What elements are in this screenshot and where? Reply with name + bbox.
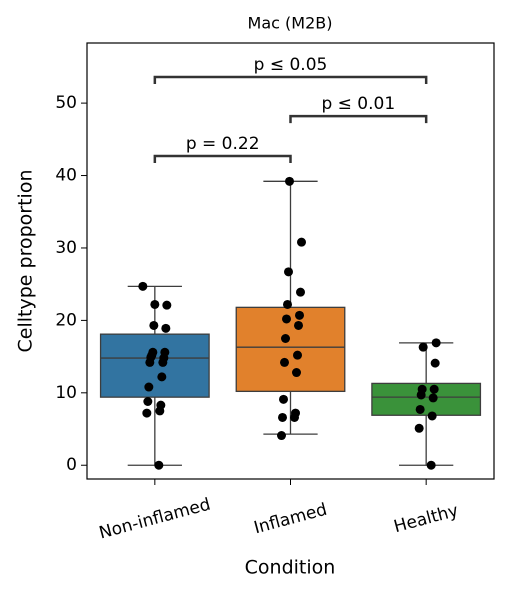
data-point <box>295 310 304 320</box>
y-axis-label: Celltype proportion <box>15 170 37 353</box>
y-tick-label: 0 <box>66 455 77 475</box>
data-point <box>138 281 148 291</box>
data-point <box>284 267 293 277</box>
data-point <box>161 323 171 333</box>
y-tick-label: 30 <box>55 238 77 258</box>
data-point <box>277 431 286 441</box>
data-point <box>143 397 153 407</box>
data-point <box>297 237 306 247</box>
data-point <box>155 406 165 416</box>
data-point <box>415 404 425 414</box>
data-point <box>283 299 292 309</box>
data-point <box>157 372 167 382</box>
data-point <box>428 393 438 403</box>
significance-label: p = 0.22 <box>186 134 260 154</box>
data-point <box>149 320 159 330</box>
y-tick-label: 10 <box>55 383 77 403</box>
data-point <box>427 411 437 421</box>
y-tick-label: 40 <box>55 166 77 186</box>
data-point <box>292 368 301 378</box>
significance-label: p ≤ 0.05 <box>254 55 328 75</box>
data-point <box>282 314 291 324</box>
data-point <box>414 423 424 433</box>
data-point <box>150 299 160 309</box>
data-point <box>429 384 439 394</box>
significance-label: p ≤ 0.01 <box>321 94 395 114</box>
data-point <box>285 176 294 186</box>
data-point <box>294 320 303 330</box>
box <box>99 333 210 398</box>
data-point <box>281 333 290 343</box>
data-point <box>280 357 289 367</box>
significance-bracket <box>153 154 292 163</box>
data-point <box>416 390 426 400</box>
data-point <box>142 408 152 418</box>
data-point <box>431 338 441 348</box>
y-tick-label: 20 <box>55 310 77 330</box>
data-point <box>293 350 302 360</box>
plot-frame <box>86 42 495 480</box>
data-point <box>145 357 155 367</box>
data-point <box>430 358 440 368</box>
data-point <box>290 412 299 422</box>
chart-title: Mac (M2B) <box>248 14 333 33</box>
data-point <box>279 394 288 404</box>
data-point <box>144 382 154 392</box>
y-tick-label: 50 <box>55 93 77 113</box>
data-point <box>154 460 164 470</box>
data-point <box>158 357 168 367</box>
data-point <box>418 342 428 352</box>
data-point <box>162 300 172 310</box>
data-point <box>296 287 305 297</box>
box <box>235 306 346 393</box>
data-point <box>426 460 436 470</box>
significance-bracket <box>289 114 428 124</box>
x-axis-label: Condition <box>245 557 336 579</box>
significance-bracket <box>153 75 428 85</box>
data-point <box>278 412 287 422</box>
